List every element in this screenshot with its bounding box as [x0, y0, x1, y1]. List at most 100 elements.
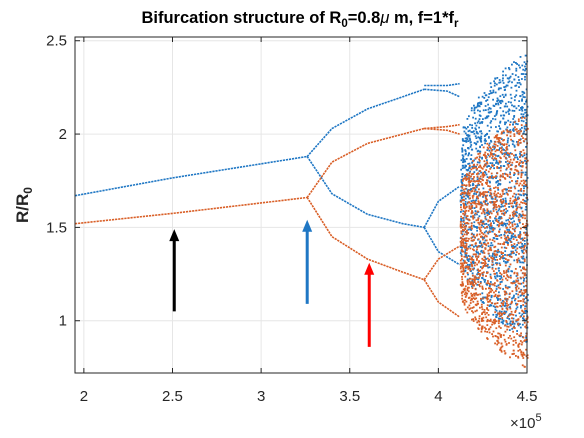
series-1-point	[523, 311, 525, 314]
series-1-point	[501, 345, 504, 348]
series-1-point	[510, 324, 512, 327]
series-1-point	[494, 154, 497, 156]
series-0-point	[513, 280, 515, 283]
series-1-point	[470, 261, 472, 264]
series-1-point	[460, 200, 462, 203]
series-0-point	[513, 200, 516, 203]
series-0-point	[497, 154, 500, 157]
series-1-point	[520, 150, 523, 153]
series-1-point	[519, 162, 521, 164]
series-1-point	[516, 161, 519, 163]
series-1-point	[468, 205, 471, 208]
series-1-point	[473, 202, 476, 205]
series-1-point	[487, 297, 489, 300]
series-1-point	[489, 224, 492, 226]
series-1-point	[493, 192, 496, 195]
series-1-point	[482, 259, 485, 261]
series-1-point	[465, 246, 468, 249]
series-1-point	[519, 233, 522, 236]
series-1-point	[506, 145, 508, 148]
series-0-point	[527, 293, 529, 296]
series-0-point	[508, 206, 510, 208]
series-0-point	[468, 162, 471, 165]
series-0-point	[460, 196, 463, 198]
series-1-point	[506, 308, 509, 311]
series-1-point	[482, 264, 485, 267]
series-0-point	[478, 102, 480, 104]
series-0-point	[470, 188, 473, 190]
series-1-point	[502, 175, 504, 178]
series-0-point	[525, 336, 527, 339]
series-1-point	[489, 151, 492, 154]
series-0-point	[476, 105, 479, 108]
series-0-point	[473, 109, 476, 112]
series-1-point	[487, 147, 490, 150]
series-1-point	[502, 200, 504, 203]
series-0-point	[465, 203, 467, 206]
series-1-point	[480, 303, 483, 306]
series-0-point	[515, 67, 518, 70]
series-0-point	[513, 185, 516, 188]
series-1-point	[481, 222, 484, 225]
series-1-point	[505, 269, 508, 272]
series-0-point	[503, 192, 506, 195]
series-0-point	[460, 211, 462, 213]
series-1-point	[522, 140, 525, 142]
series-1-point	[514, 309, 517, 312]
series-1-point	[483, 243, 486, 245]
series-0-point	[490, 294, 493, 297]
series-0-point	[508, 265, 511, 268]
series-1-point	[521, 165, 524, 168]
series-1-point	[477, 219, 479, 221]
series-0-point	[503, 114, 506, 117]
series-1-point	[516, 333, 518, 335]
series-0-point	[504, 302, 507, 305]
series-1-point	[459, 267, 462, 270]
series-0-point	[462, 219, 465, 222]
series-1-point	[467, 177, 470, 180]
series-1-point	[519, 141, 522, 144]
series-1-point	[512, 214, 514, 216]
series-1-point	[481, 327, 484, 329]
series-1-point	[489, 211, 491, 214]
series-0-point	[498, 275, 501, 278]
series-1-point	[465, 300, 468, 303]
series-1-point	[500, 302, 503, 305]
series-1-point	[502, 300, 505, 303]
series-1-point	[493, 202, 496, 205]
series-1-point	[522, 213, 524, 216]
series-0-point	[487, 245, 490, 248]
series-1-point	[490, 172, 493, 175]
series-1-point	[471, 244, 473, 246]
series-1-point	[484, 330, 486, 333]
series-0-point	[461, 233, 464, 236]
series-0-point	[477, 149, 480, 152]
series-0-point	[503, 165, 506, 167]
series-0-point	[497, 141, 500, 144]
series-1-point	[479, 306, 481, 309]
series-1-point	[461, 199, 464, 201]
series-1-point	[464, 228, 467, 231]
series-1-point	[471, 282, 474, 285]
series-1-branch	[423, 279, 461, 318]
series-0-point	[515, 314, 517, 317]
series-1-point	[490, 153, 493, 156]
series-0-point	[465, 216, 468, 219]
series-1-point	[520, 334, 522, 337]
series-1-point	[512, 195, 514, 198]
series-0-point	[484, 142, 486, 145]
series-1-point	[482, 210, 485, 213]
series-0-point	[494, 258, 497, 261]
series-1-point	[514, 230, 516, 233]
series-1-point	[521, 116, 523, 119]
series-1-point	[463, 302, 466, 304]
series-1-point	[484, 227, 486, 229]
series-0-point	[500, 224, 503, 226]
series-1-point	[506, 325, 508, 328]
series-1-point	[470, 206, 473, 208]
series-1-point	[466, 280, 469, 282]
series-1-point	[507, 244, 509, 246]
series-0-point	[520, 194, 523, 197]
series-1-point	[520, 130, 522, 133]
series-1-point	[506, 307, 509, 310]
